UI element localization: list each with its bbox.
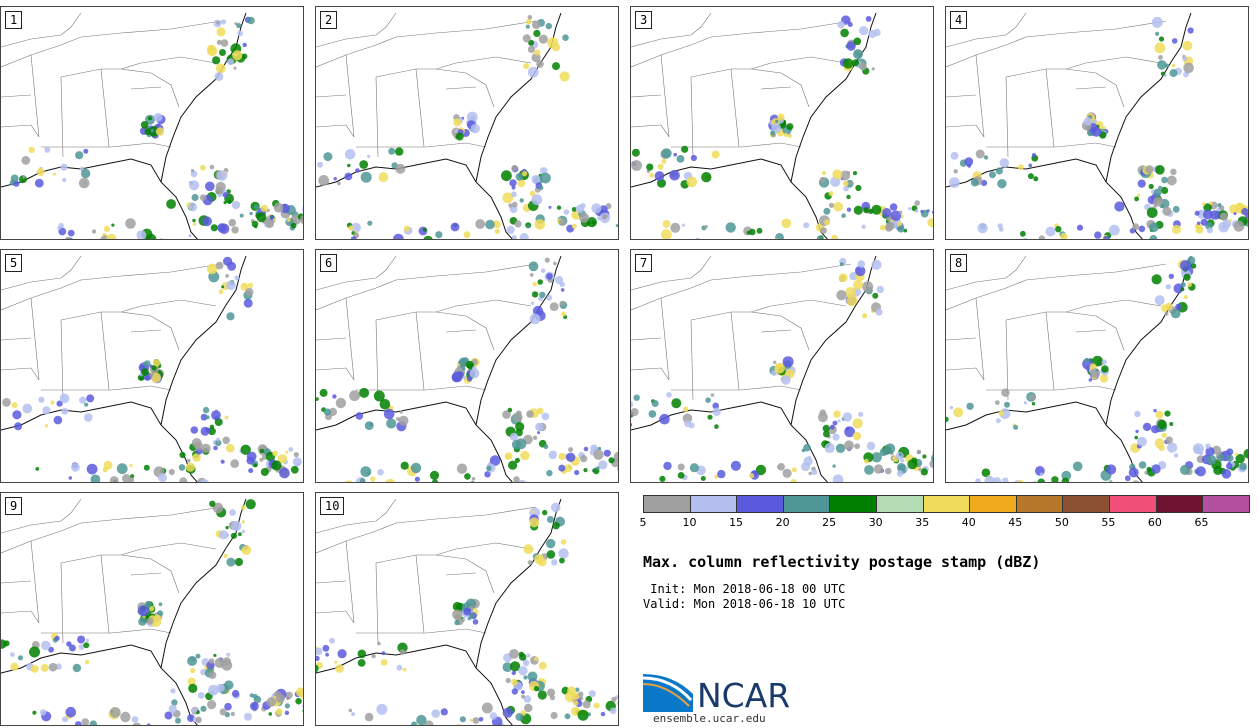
member-panel-3: 3 — [630, 6, 934, 240]
reflectivity-colorbar — [643, 495, 1250, 513]
colorbar-swatch — [737, 496, 784, 512]
member-label: 1 — [5, 11, 23, 29]
map-canvas — [1, 255, 302, 482]
valid-time: Valid: Mon 2018-06-18 10 UTC — [643, 597, 846, 611]
colorbar-swatch — [1016, 496, 1064, 512]
member-panel-8: 8 — [945, 249, 1249, 483]
member-panel-2: 2 — [315, 6, 619, 240]
colorbar-swatch — [690, 496, 738, 512]
member-panel-4: 4 — [945, 6, 1249, 240]
map-canvas — [316, 255, 618, 482]
colorbar-tick-label: 25 — [822, 516, 837, 529]
colorbar-tick-label: 20 — [775, 516, 790, 529]
init-time: Init: Mon 2018-06-18 00 UTC — [643, 582, 846, 596]
colorbar-tick-label: 15 — [729, 516, 744, 529]
member-label: 7 — [635, 254, 653, 272]
colorbar-swatch — [1156, 496, 1204, 512]
ncar-logo: NCAR ensemble.ucar.edu — [643, 672, 843, 728]
member-label: 6 — [320, 254, 338, 272]
member-label: 2 — [320, 11, 338, 29]
colorbar-tick-label: 55 — [1101, 516, 1116, 529]
colorbar-swatch — [970, 496, 1017, 512]
colorbar-swatch — [644, 496, 691, 512]
member-panel-5: 5 — [0, 249, 304, 483]
ncar-logo-icon — [643, 674, 693, 712]
map-canvas — [631, 255, 933, 482]
member-panel-10: 10 — [315, 492, 619, 726]
colorbar-tick-label: 45 — [1008, 516, 1023, 529]
colorbar-swatch — [1110, 496, 1157, 512]
figure-title: Max. column reflectivity postage stamp (… — [643, 553, 1041, 571]
colorbar-swatch — [783, 496, 831, 512]
member-label: 8 — [950, 254, 968, 272]
map-canvas — [1, 498, 303, 725]
colorbar-tick-label: 30 — [868, 516, 883, 529]
logo-wordmark: NCAR — [697, 676, 791, 715]
colorbar-swatch — [1063, 496, 1111, 512]
map-canvas — [1, 12, 303, 239]
colorbar-tick-label: 60 — [1147, 516, 1162, 529]
colorbar-swatch — [830, 496, 878, 512]
member-panel-6: 6 — [315, 249, 619, 483]
member-label: 5 — [5, 254, 23, 272]
colorbar-swatch — [923, 496, 971, 512]
map-canvas — [946, 12, 1248, 239]
colorbar-tick-label: 40 — [961, 516, 976, 529]
colorbar-tick-label: 50 — [1054, 516, 1069, 529]
colorbar-ticks: 5 10 15 20 25 30 35 40 45 50 55 60 65 — [639, 516, 1248, 530]
colorbar-tick-label: 35 — [915, 516, 930, 529]
member-label: 10 — [320, 497, 345, 515]
map-canvas — [316, 12, 618, 239]
member-label: 9 — [5, 497, 23, 515]
member-panel-7: 7 — [630, 249, 934, 483]
member-label: 4 — [950, 11, 968, 29]
member-label: 3 — [635, 11, 653, 29]
logo-url: ensemble.ucar.edu — [653, 712, 766, 725]
colorbar-swatch — [877, 496, 924, 512]
colorbar-tick-label: 10 — [682, 516, 697, 529]
member-panel-1: 1 — [0, 6, 304, 240]
map-canvas — [946, 255, 1248, 482]
map-canvas — [631, 12, 933, 239]
colorbar-tick-label: 65 — [1194, 516, 1209, 529]
colorbar-tick-label: 5 — [639, 516, 647, 529]
map-canvas — [316, 498, 618, 725]
colorbar-swatch — [1203, 496, 1249, 512]
member-panel-9: 9 — [0, 492, 304, 726]
